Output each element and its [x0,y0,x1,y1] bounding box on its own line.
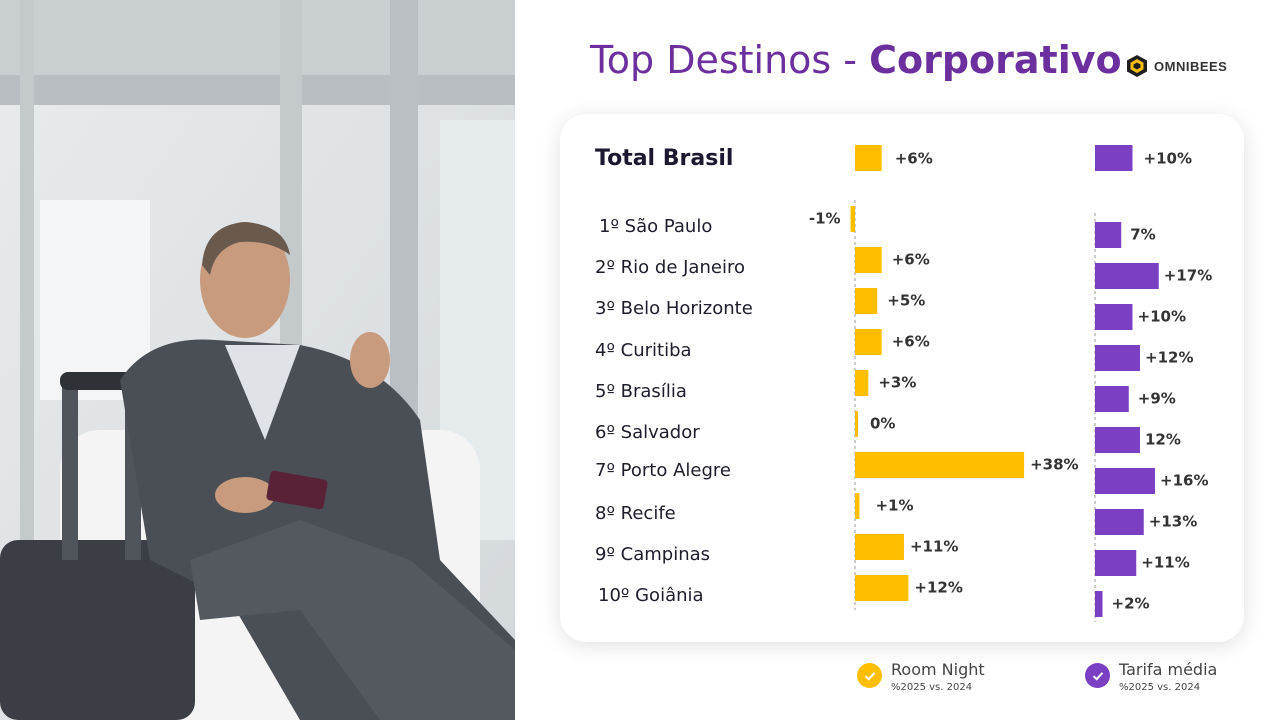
room-night-bar [855,411,858,437]
room-night-bar [850,206,855,232]
legend-sublabel: %2025 vs. 2024 [1119,682,1201,693]
legend-tarifa-media: Tarifa média %2025 vs. 2024 [1085,660,1217,693]
room-night-bar [855,575,909,601]
room-night-bar [855,329,882,355]
total-room-night-bar [855,145,882,171]
room-night-value-label: +1% [875,497,913,515]
tarifa-bar [1095,550,1137,576]
tarifa-bar [1095,468,1155,494]
room-night-value-label: +5% [887,292,925,310]
room-night-value-label: +6% [892,333,930,351]
page-title: Top Destinos - Corporativo [590,38,1122,82]
tarifa-value-label: 12% [1145,431,1181,449]
category-label: 9º Campinas [595,544,711,565]
room-night-value-label: 0% [870,415,895,433]
category-label: 2º Rio de Janeiro [595,257,745,278]
title-part-1: Top Destinos - [590,38,870,82]
total-tarifa-label: +10% [1144,150,1192,168]
total-tarifa-bar [1095,145,1133,171]
tarifa-value-label: 7% [1130,226,1155,244]
total-brasil-label: Total Brasil [595,146,734,171]
tarifa-bar [1095,263,1159,289]
room-night-value-label: +6% [892,251,930,269]
tarifa-value-label: +16% [1160,472,1208,490]
category-label: 1º São Paulo [599,216,713,237]
legend-sublabel: %2025 vs. 2024 [891,682,973,693]
tarifa-value-label: +17% [1164,267,1212,285]
category-label: 10º Goiânia [598,585,704,606]
tarifa-bar [1095,304,1133,330]
room-night-value-label: -1% [809,210,841,228]
tarifa-bar [1095,591,1103,617]
category-label: 8º Recife [595,503,676,524]
tarifa-value-label: +9% [1138,390,1176,408]
category-label: 7º Porto Alegre [595,460,731,481]
category-label: 5º Brasília [595,381,687,402]
room-night-bar [855,288,878,314]
room-night-value-label: +12% [914,579,962,597]
room-night-value-label: +11% [910,538,958,556]
logo-text: OMNIBEES [1154,58,1228,74]
room-night-bar [855,247,882,273]
tarifa-bar [1095,386,1129,412]
tarifa-value-label: +12% [1145,349,1193,367]
tarifa-value-label: +11% [1141,554,1189,572]
tarifa-value-label: +10% [1138,308,1186,326]
tarifa-value-label: +13% [1149,513,1197,531]
legend-label: Room Night [891,660,985,679]
room-night-bar [855,370,869,396]
title-part-2: Corporativo [869,38,1122,82]
room-night-value-label: +38% [1030,456,1078,474]
hexagon-logo-icon [1127,55,1147,77]
room-night-bar [855,452,1025,478]
legend-room-night: Room Night %2025 vs. 2024 [857,660,985,693]
check-icon [857,663,882,688]
check-icon [1085,663,1110,688]
category-label: 6º Salvador [595,422,700,443]
tarifa-bar [1095,222,1122,248]
tarifa-value-label: +2% [1112,595,1150,613]
total-room-night-label: +6% [895,150,933,168]
legend-label: Tarifa média [1119,660,1218,679]
omnibees-logo: OMNIBEES [1126,54,1227,78]
category-label: 4º Curitiba [595,340,692,361]
room-night-bar [855,534,904,560]
tarifa-bar [1095,345,1140,371]
room-night-bar [855,493,860,519]
tarifa-bar [1095,427,1140,453]
tarifa-bar [1095,509,1144,535]
room-night-value-label: +3% [878,374,916,392]
businessman-photo [0,0,515,720]
category-label: 3º Belo Horizonte [595,298,753,319]
